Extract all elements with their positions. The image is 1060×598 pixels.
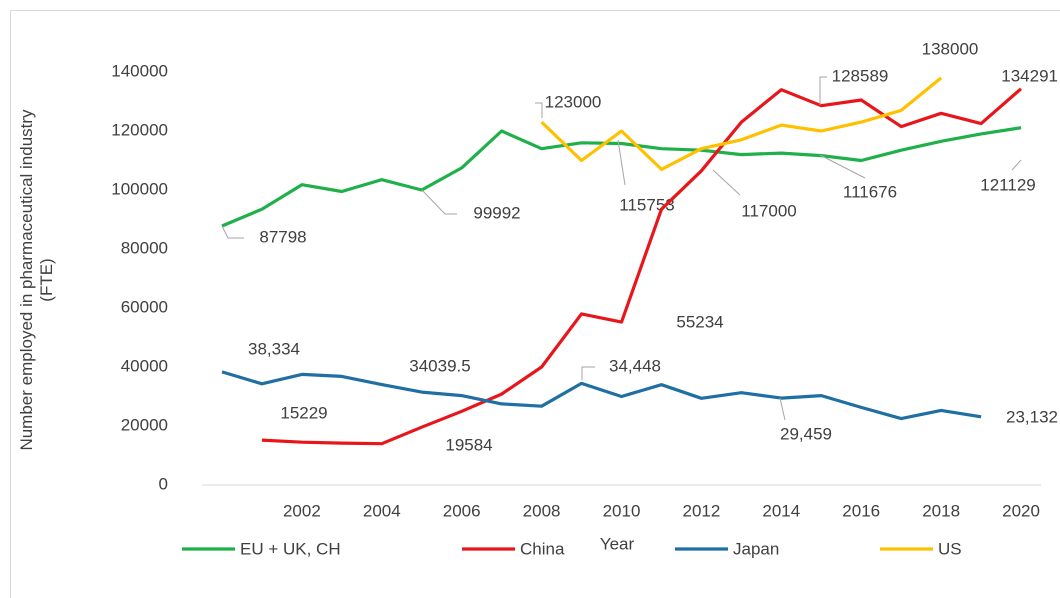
data-label: 23,132: [1006, 407, 1058, 426]
leader-line: [819, 154, 866, 179]
data-label: 38,334: [248, 339, 300, 358]
y-axis-label: Number employed in pharmaceutical indust…: [17, 109, 56, 451]
data-label: 121129: [980, 175, 1035, 194]
data-label: 128589: [832, 66, 889, 85]
data-label: 19584: [445, 435, 492, 454]
series-line: [261, 87, 1023, 446]
x-tick-label: 2012: [682, 501, 720, 520]
series-line: [221, 370, 982, 421]
y-tick-label: 20000: [121, 415, 168, 434]
data-label: 123000: [545, 92, 602, 111]
x-tick-label: 2008: [523, 501, 561, 520]
x-tick-label: 2020: [1002, 501, 1040, 520]
data-label: 117000: [741, 201, 796, 220]
series-line: [221, 126, 1022, 228]
x-tick-label: 2002: [283, 501, 321, 520]
y-tick-label: 0: [159, 474, 168, 493]
leader-line: [779, 397, 786, 421]
data-label: 87798: [259, 227, 306, 246]
leader-line: [221, 225, 244, 239]
data-label: 138000: [922, 39, 979, 58]
x-tick-label: 2016: [842, 501, 880, 520]
x-tick-label: 2004: [363, 501, 401, 520]
leader-line: [421, 189, 457, 215]
x-tick-label: 2014: [762, 501, 800, 520]
leader-line: [535, 102, 543, 118]
leader-line: [712, 169, 741, 196]
y-tick-label: 80000: [121, 238, 168, 257]
legend-label: Japan: [733, 539, 779, 558]
x-tick-label: 2018: [922, 501, 960, 520]
x-axis-label: Year: [600, 534, 635, 553]
data-label: 99992: [473, 203, 520, 222]
legend-label: EU + UK, CH: [240, 539, 341, 558]
leader-line: [1011, 159, 1022, 171]
y-tick-label: 100000: [111, 179, 168, 198]
data-label: 55234: [676, 312, 723, 331]
series-line: [540, 76, 943, 171]
leader-line: [819, 76, 827, 105]
data-label: 134291: [1001, 66, 1058, 85]
x-tick-label: 2006: [443, 501, 481, 520]
y-tick-label: 60000: [121, 297, 168, 316]
leader-line: [617, 139, 626, 186]
data-label: 111676: [843, 182, 897, 201]
chart-frame: [10, 10, 1060, 598]
data-label: 15229: [280, 403, 327, 422]
y-tick-label: 40000: [121, 356, 168, 375]
data-label: 29,459: [780, 424, 832, 443]
legend-label: US: [938, 539, 962, 558]
x-tick-label: 2010: [603, 501, 641, 520]
data-label: 34,448: [609, 356, 661, 375]
y-tick-label: 120000: [111, 120, 168, 139]
leader-line: [581, 366, 595, 380]
data-label: 34039.5: [409, 356, 470, 375]
y-tick-label: 140000: [111, 61, 168, 80]
legend-label: China: [520, 539, 565, 558]
